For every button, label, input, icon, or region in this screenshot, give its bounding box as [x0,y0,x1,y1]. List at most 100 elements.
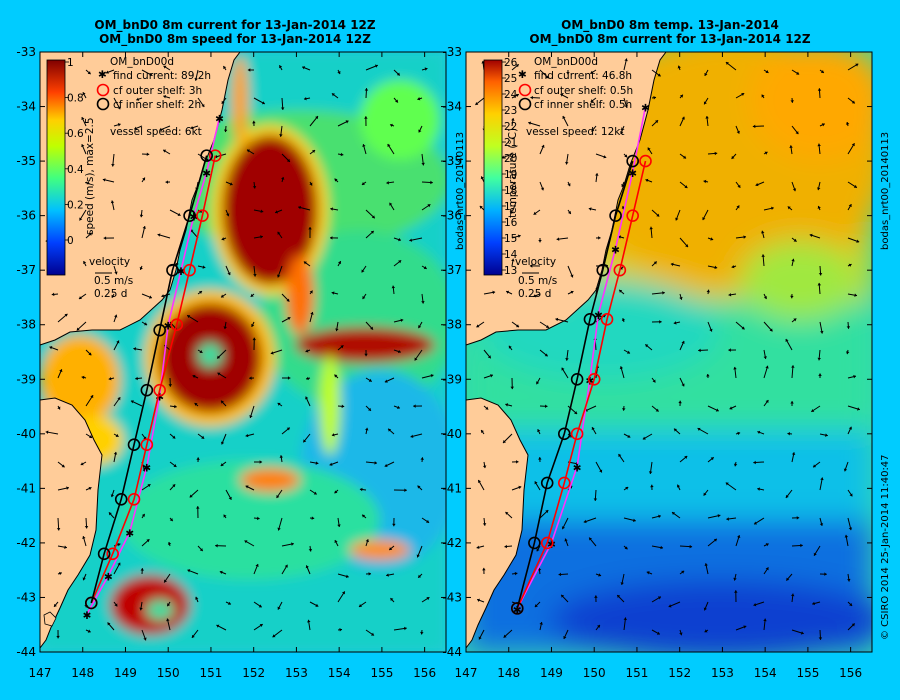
outer-shelf-point [639,154,652,168]
velocity-arrowhead [167,542,172,545]
velocity-arrowhead [713,538,717,542]
velocity-arrowhead [653,95,657,100]
lon-tick-label: 153 [711,666,734,680]
left-title-line2: OM_bnD0 8m speed for 13-Jan-2014 12Z [99,32,371,46]
velocity-arrowhead [196,457,200,460]
velocity-arrowhead [820,477,824,481]
velocity-arrowhead [655,408,659,412]
right-find-current-label: find current: 46.8h [534,70,632,82]
velocity-arrowhead [482,567,486,571]
velocity-arrowhead [216,624,220,628]
velocity-arrowhead [420,457,424,460]
right-land [465,51,667,649]
velocity-arrowhead [478,636,482,640]
velocity-arrowhead [310,311,314,315]
velocity-arrowhead [110,494,115,498]
velocity-arrowhead [793,238,797,242]
velocity-arrowhead [566,72,570,75]
velocity-arrowhead [81,144,85,148]
velocity-arrowhead [703,607,708,611]
velocity-arrowhead [620,582,624,585]
velocity-arrowhead [276,495,280,498]
velocity-arrowhead [79,217,83,221]
velocity-arrowhead [733,577,737,581]
velocity-arrowhead [511,258,515,262]
velocity-arrowhead [223,514,227,518]
velocity-arrowhead [307,619,311,623]
velocity-arrowhead [334,540,338,544]
velocity-arrowhead [560,93,564,97]
velocity-arrowhead [87,71,91,75]
velocity-arrowhead [545,324,549,328]
lat-tick-label: -43 [442,590,462,604]
right-map-frame [465,51,873,653]
velocity-arrowhead [703,101,707,105]
velocity-arrowhead [726,517,730,521]
lat-tick-label: -33 [16,45,36,59]
velocity-arrowhead [111,163,115,167]
velocity-arrowhead [359,487,363,492]
velocity-arrowhead [645,344,649,348]
velocity-arrowhead [196,506,200,509]
lat-tick-label: -42 [16,536,36,550]
velocity-arrowhead [250,293,254,297]
velocity-arrowhead [371,632,375,636]
right-map-title: OM_bnD0 8m temp. 13-Jan-2014 OM_bnD0 8m … [455,18,885,46]
velocity-arrowhead [421,162,425,166]
velocity-arrowhead [561,367,565,371]
velocity-arrowhead [689,544,693,549]
find-current-point: ✱ [611,244,620,256]
lat-tick-label: -41 [442,481,462,495]
colorbar-tick-label: 18 [504,185,517,197]
velocity-arrowhead [731,155,735,159]
velocity-arrowhead [743,235,747,239]
velocity-arrowhead [736,205,740,209]
outer-shelf-point [540,536,554,550]
velocity-arrowhead [115,433,119,437]
find-current-point: ✱ [628,168,637,180]
left-axes: -33 -34 -35 -36 -37 -38 -39 -40 -41 -42 -43 -44 147 1… [16,45,446,680]
velocity-arrowhead [141,513,145,517]
lon-tick-label: 156 [413,666,436,680]
find-current-point: ✱ [641,103,650,115]
velocity-arrowhead [710,457,714,461]
velocity-arrowhead [284,564,288,568]
lon-tick-label: 155 [370,666,393,680]
inner-shelf-track [90,155,208,604]
velocity-arrowhead [623,617,628,621]
velocity-arrowhead [765,400,769,404]
velocity-arrowhead [845,351,850,355]
lon-tick-label: 151 [199,666,222,680]
right-velocity-label: velocity [515,256,556,268]
velocity-arrowhead [820,69,824,73]
velocity-arrowhead [147,484,151,488]
velocity-arrowhead [621,206,626,209]
velocity-arrowhead [796,71,800,75]
velocity-arrowhead [136,97,140,101]
velocity-arrowhead [113,451,118,455]
velocity-arrowhead [194,78,198,81]
velocity-arrowhead [753,460,756,465]
velocity-arrowhead [215,543,218,548]
velocity-arrowhead [818,373,822,376]
inner-shelf-point [84,596,98,610]
velocity-arrowhead [371,215,375,219]
velocity-arrowhead [755,182,759,187]
velocity-arrowhead [143,637,147,641]
velocity-arrowhead [537,429,541,433]
lon-tick-label: 148 [71,666,94,680]
colorbar-tick-label: 13 [504,265,517,277]
velocity-arrowhead [658,514,661,519]
velocity-arrowhead [752,124,756,129]
velocity-arrowhead [490,374,493,378]
velocity-arrowhead [656,631,660,635]
velocity-arrowhead [389,547,393,551]
velocity-arrowhead [704,72,708,76]
velocity-arrowhead [361,182,365,185]
inner-shelf-track [516,160,634,609]
velocity-arrowhead [769,328,773,332]
velocity-arrowhead [259,624,263,627]
velocity-arrowhead [365,427,369,431]
velocity-arrowhead [715,408,719,412]
velocity-arrowhead [81,375,85,380]
